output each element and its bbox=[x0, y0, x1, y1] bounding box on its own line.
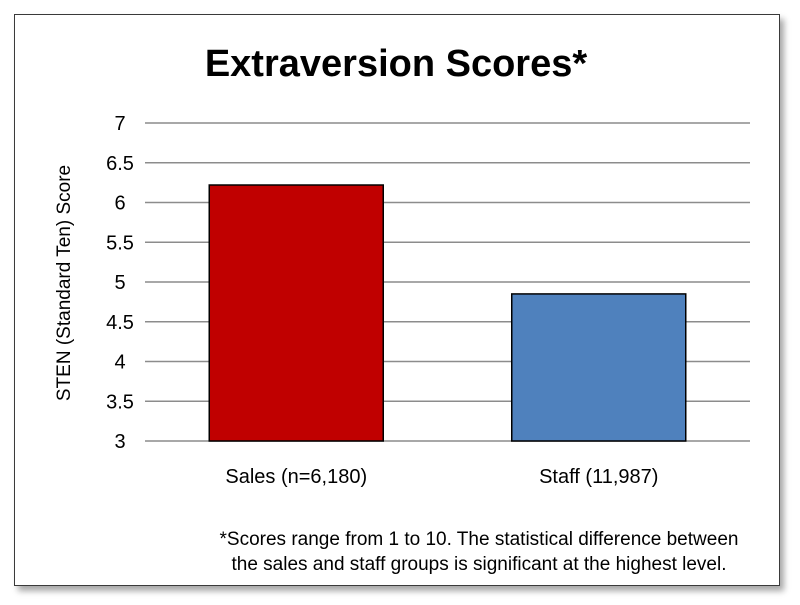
footnote-line-1: *Scores range from 1 to 10. The statisti… bbox=[219, 529, 739, 550]
x-axis-categories: Sales (n=6,180) Staff (11,987) bbox=[225, 466, 658, 488]
y-axis-ticks: 3 3.5 4 4.5 5 5.5 6 6.5 7 bbox=[106, 113, 134, 453]
y-axis-title: STEN (Standard Ten) Score bbox=[54, 165, 75, 401]
chart-title: Extraversion Scores* bbox=[205, 43, 588, 85]
footnote-line-2: the sales and staff groups is significan… bbox=[231, 554, 727, 575]
y-tick-label: 4.5 bbox=[106, 312, 134, 334]
y-tick-label: 6 bbox=[114, 193, 125, 215]
y-tick-label: 3.5 bbox=[106, 391, 134, 413]
footnote: *Scores range from 1 to 10. The statisti… bbox=[170, 527, 788, 577]
y-tick-label: 7 bbox=[114, 113, 125, 135]
y-tick-label: 3 bbox=[114, 431, 125, 453]
y-tick-label: 4 bbox=[114, 352, 125, 374]
x-category-label: Staff (11,987) bbox=[539, 466, 658, 488]
bar-staff bbox=[511, 293, 687, 442]
y-tick-label: 5.5 bbox=[106, 232, 134, 254]
bars bbox=[208, 184, 687, 442]
x-category-label: Sales (n=6,180) bbox=[225, 466, 367, 488]
y-tick-label: 5 bbox=[114, 272, 125, 294]
bar-sales bbox=[208, 184, 384, 442]
y-tick-label: 6.5 bbox=[106, 153, 134, 175]
